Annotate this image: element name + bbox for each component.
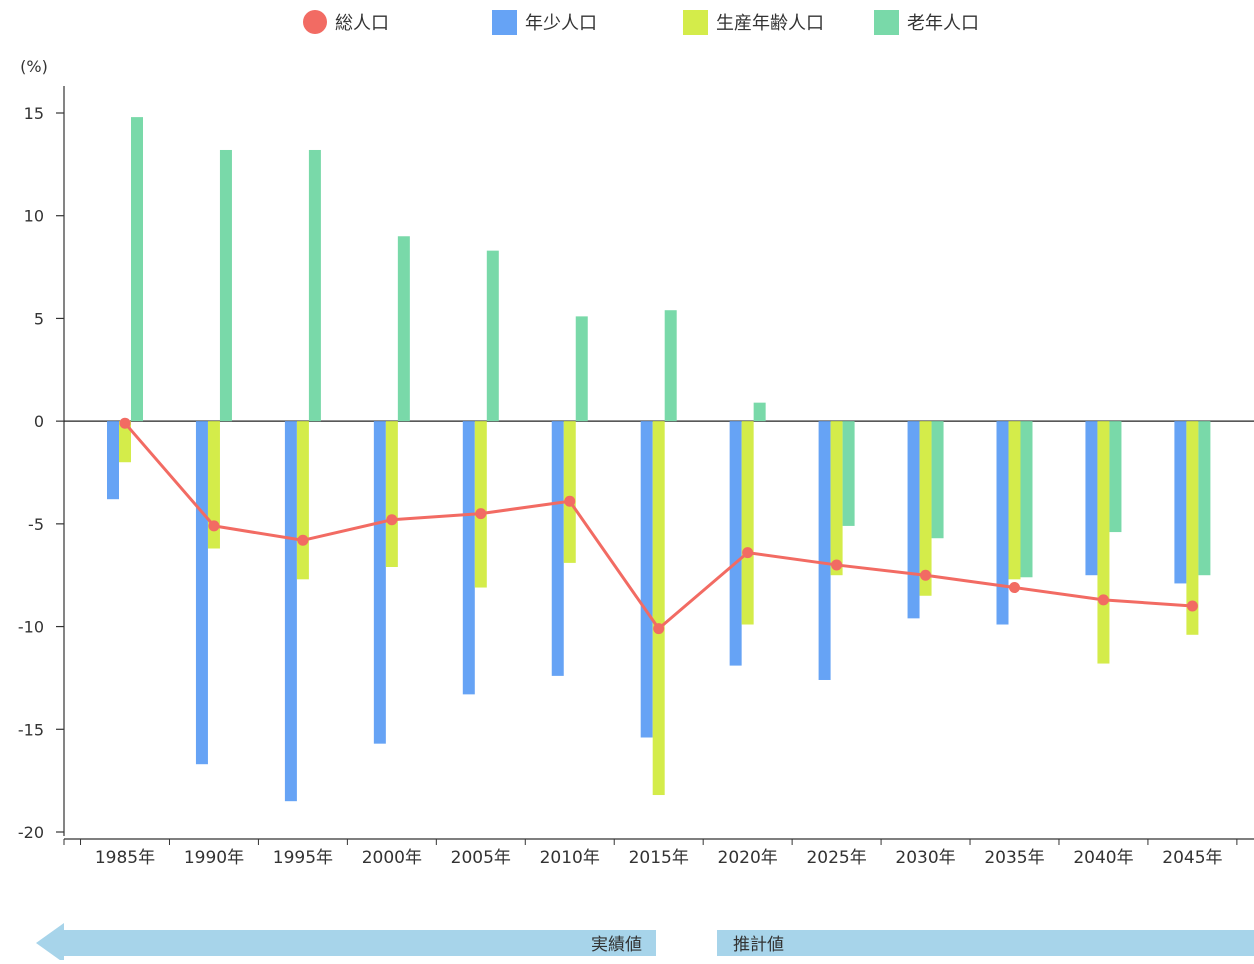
bar: [640, 421, 653, 738]
bar: [996, 421, 1009, 625]
x-tick-label: 1995年: [273, 848, 333, 868]
bar: [1174, 421, 1187, 584]
bar: [462, 421, 475, 695]
bar: [373, 421, 386, 744]
x-tick-label: 2035年: [984, 848, 1044, 868]
bar: [195, 421, 208, 765]
bar: [818, 421, 831, 680]
bar: [207, 421, 220, 549]
y-tick-label: 5: [34, 309, 44, 328]
y-tick-label: -5: [28, 515, 44, 534]
bar: [131, 117, 143, 422]
projected-label: 推計値: [733, 935, 784, 955]
legend-label: 生産年齢人口: [716, 13, 824, 34]
bar: [741, 421, 754, 625]
x-tick-label: 2005年: [451, 848, 511, 868]
bar: [219, 149, 232, 422]
line-point: [831, 559, 843, 571]
bar: [296, 421, 309, 580]
x-tick-label: 2045年: [1162, 848, 1222, 868]
y-tick-label: -10: [18, 618, 44, 637]
y-tick-label: -20: [18, 823, 44, 842]
line-point: [1097, 594, 1109, 606]
line-point: [1009, 582, 1020, 594]
line-point: [564, 495, 576, 507]
line-point: [208, 520, 220, 532]
bar: [119, 421, 131, 463]
bar: [1186, 421, 1199, 635]
legend-label: 総人口: [335, 13, 389, 34]
legend-marker: [683, 10, 708, 35]
line-point: [920, 569, 932, 581]
line-point: [119, 417, 131, 429]
bar: [652, 421, 665, 796]
bar: [1097, 421, 1110, 664]
bar: [907, 421, 920, 619]
bar: [1008, 421, 1021, 580]
bar: [385, 421, 398, 567]
x-tick-label: 2020年: [718, 848, 778, 868]
x-tick-label: 1990年: [184, 848, 244, 868]
line-point: [1186, 600, 1198, 612]
bar: [1020, 421, 1033, 578]
bar: [397, 236, 410, 422]
projected-arrow: [717, 930, 1254, 956]
legend-marker: [303, 10, 327, 34]
x-tick-label: 2040年: [1073, 848, 1133, 868]
bar: [486, 250, 499, 422]
legend-marker: [874, 10, 899, 35]
actual-arrow: [36, 923, 656, 963]
legend-label: 年少人口: [525, 13, 597, 34]
x-tick-label: 2015年: [629, 848, 689, 868]
bar: [919, 421, 932, 596]
x-tick-label: 2030年: [895, 848, 955, 868]
bar: [474, 421, 487, 588]
bar: [830, 421, 843, 576]
axes: 15 10 5 0 -5 -10 -15 -20 1985年 1990年 1995年 2000年 200…: [18, 86, 1254, 868]
total-line: [119, 417, 1198, 635]
y-tick-label: 0: [34, 412, 44, 431]
line-point: [386, 514, 398, 526]
bar: [563, 421, 576, 563]
y-tick-label: -15: [18, 720, 44, 739]
line-point: [297, 534, 309, 546]
period-arrows: 実績値 推計値: [36, 923, 1254, 963]
legend-label: 老年人口: [907, 13, 979, 34]
legend: 総人口 年少人口 生産年齢人口 老年人口: [303, 10, 979, 35]
x-tick-label: 2000年: [362, 848, 422, 868]
bar: [664, 310, 677, 422]
line-point: [475, 508, 487, 520]
bar: [575, 316, 588, 422]
bar: [1198, 421, 1211, 576]
line-point: [742, 547, 754, 559]
bar: [284, 421, 297, 802]
bar: [753, 402, 766, 422]
bar: [308, 149, 321, 422]
line-point: [653, 623, 665, 635]
x-tick-label: 2025年: [806, 848, 866, 868]
actual-label: 実績値: [591, 935, 642, 955]
legend-marker: [492, 10, 517, 35]
bar: [729, 421, 742, 666]
bar: [551, 421, 564, 676]
x-tick-label: 1985年: [95, 848, 155, 868]
y-axis-label: (%): [20, 57, 48, 76]
bar: [1085, 421, 1098, 576]
bars: [107, 117, 1211, 802]
bar: [1109, 421, 1122, 533]
y-tick-label: 15: [24, 104, 44, 123]
bar: [842, 421, 855, 526]
y-tick-label: 10: [24, 207, 44, 226]
x-tick-label: 2010年: [540, 848, 600, 868]
bar: [107, 421, 119, 500]
bar: [931, 421, 944, 539]
